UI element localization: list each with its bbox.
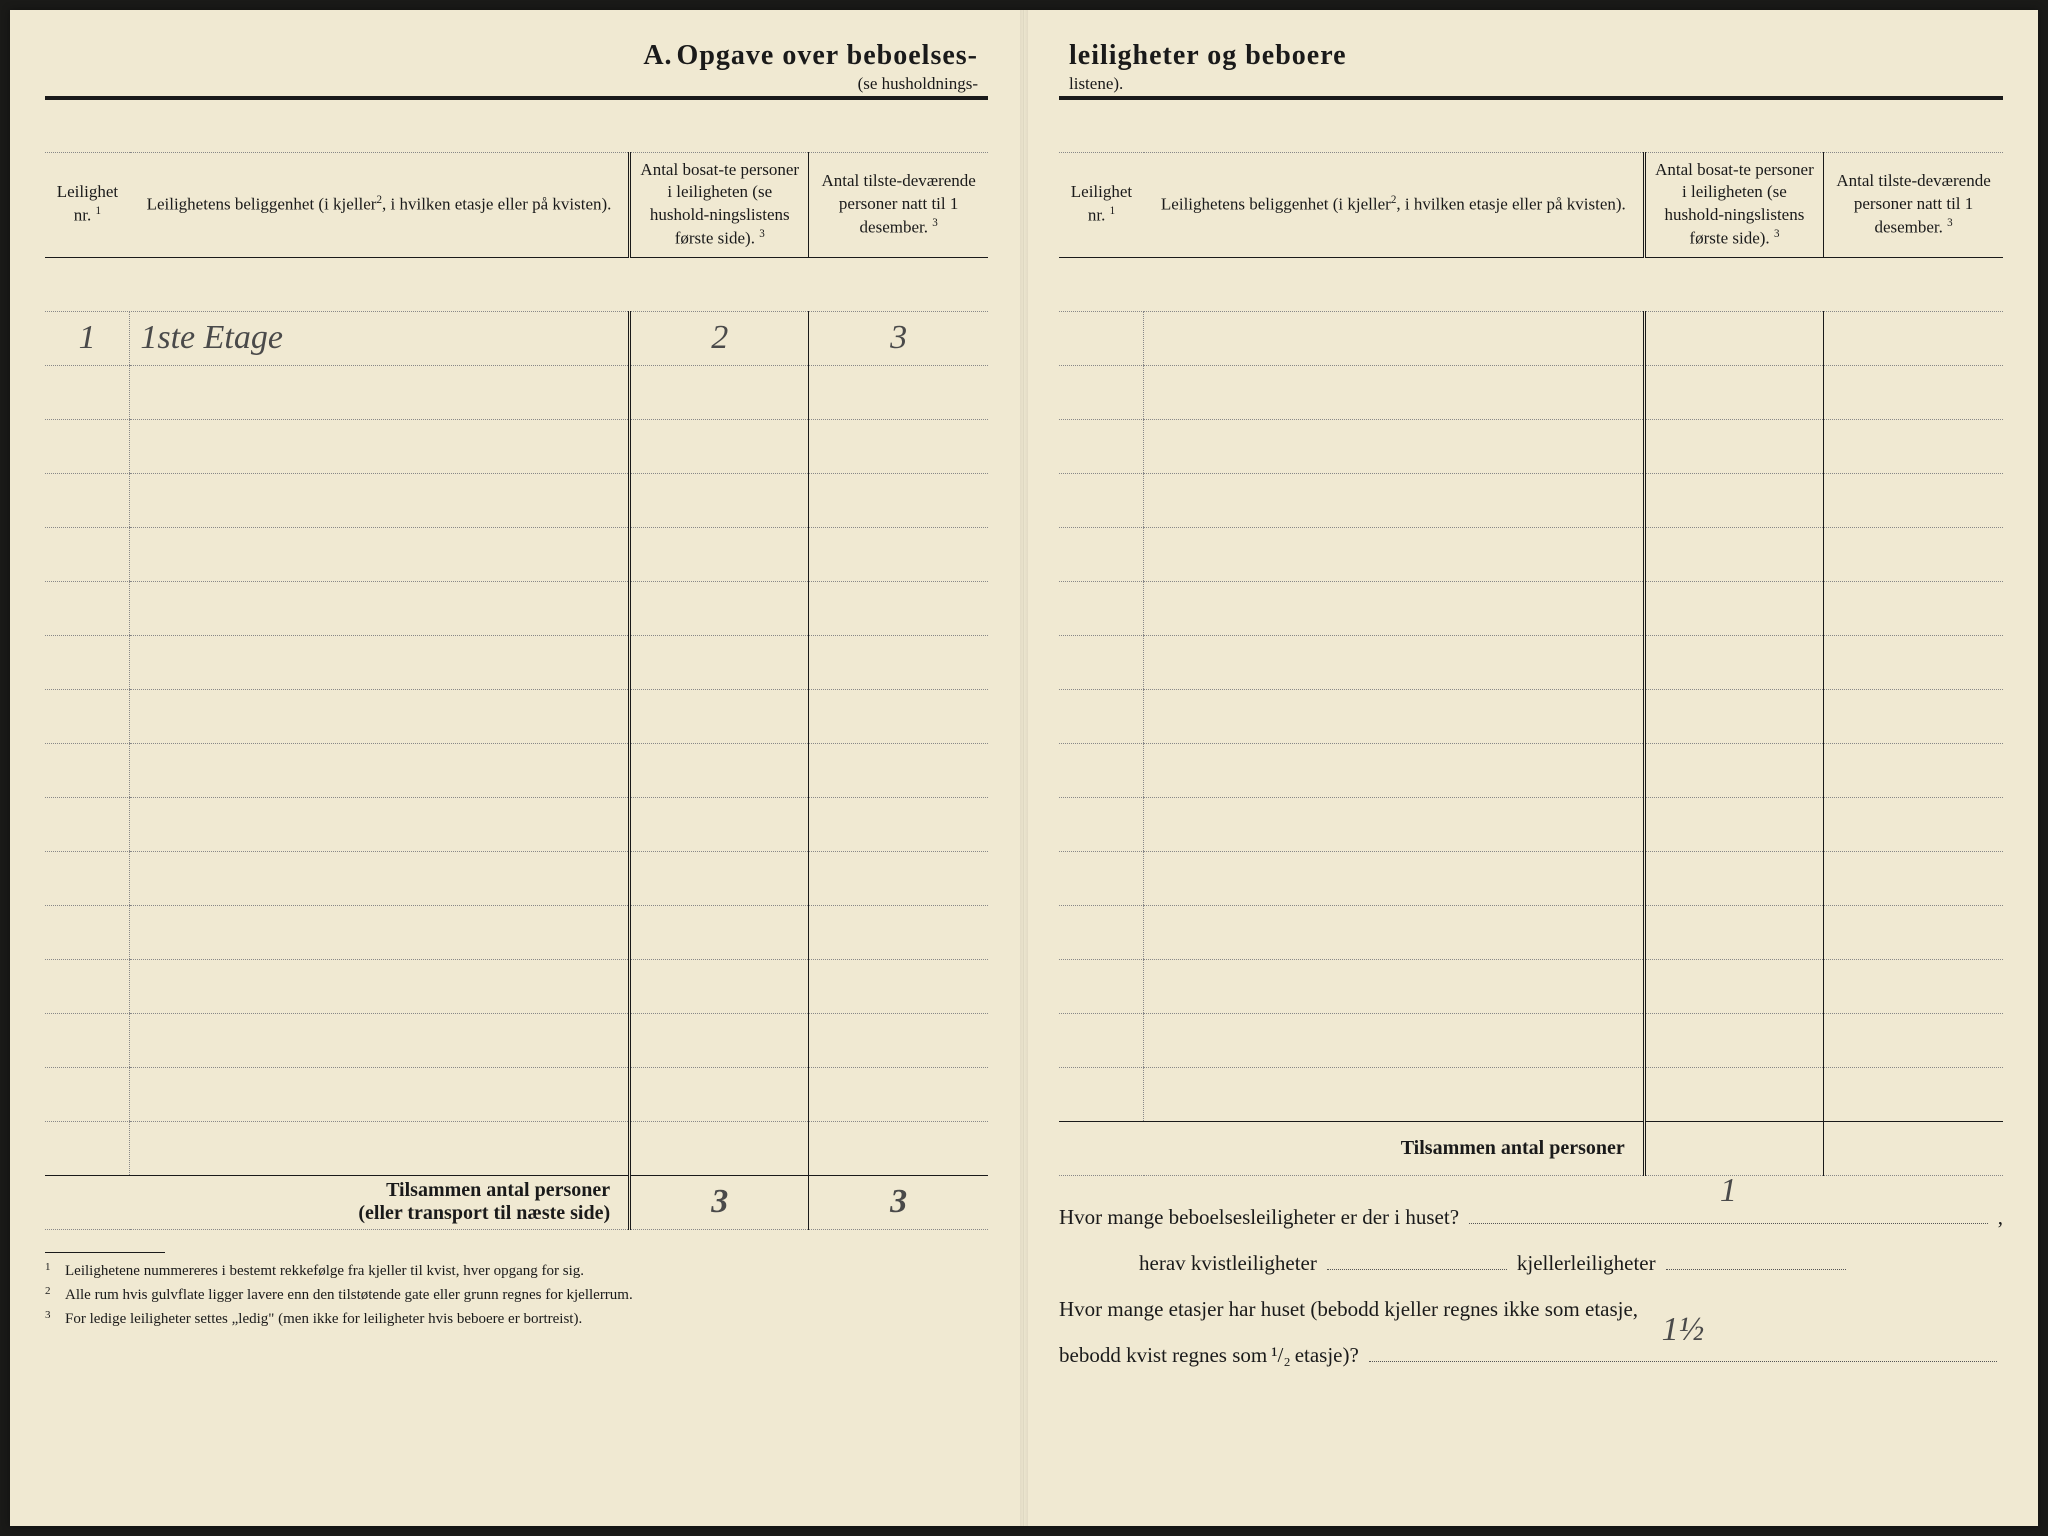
table-row bbox=[45, 635, 988, 689]
table-row bbox=[45, 959, 988, 1013]
table-row bbox=[1059, 419, 2003, 473]
question-2a: herav kvistleiligheter bbox=[1139, 1240, 1317, 1286]
table-row bbox=[45, 851, 988, 905]
col-header-nr: Leilighet nr. 1 bbox=[1059, 152, 1144, 257]
table-row bbox=[45, 689, 988, 743]
table-row bbox=[1059, 365, 2003, 419]
cell-location: 1ste Etage bbox=[140, 319, 283, 356]
question-2b: kjellerleiligheter bbox=[1517, 1240, 1656, 1286]
answer-3: 1½ bbox=[1662, 1293, 1705, 1368]
table-row bbox=[45, 527, 988, 581]
answer-1: 1 bbox=[1720, 1154, 1737, 1229]
table-row bbox=[1059, 473, 2003, 527]
table-header-row: Leilighet nr. 1 Leilighetens beliggenhet… bbox=[1059, 152, 2003, 257]
table-row bbox=[45, 797, 988, 851]
section-letter: A. bbox=[643, 40, 672, 71]
cell-nr: 1 bbox=[79, 319, 96, 356]
table-row bbox=[1059, 527, 2003, 581]
table-row bbox=[45, 905, 988, 959]
table-row bbox=[1059, 959, 2003, 1013]
col-header-nr: Leilighet nr. 1 bbox=[45, 152, 130, 257]
table-row bbox=[45, 1013, 988, 1067]
table-row bbox=[45, 419, 988, 473]
table-row bbox=[45, 365, 988, 419]
footnote-3: For ledige leiligheter settes „ledig" (m… bbox=[65, 1307, 582, 1331]
col-header-present: Antal tilste-deværende personer natt til… bbox=[809, 152, 988, 257]
subtitle-left: (se husholdnings- bbox=[45, 74, 988, 94]
page-right: leiligheter og beboere listene). Leiligh… bbox=[1024, 10, 2038, 1526]
col-header-present: Antal tilste-deværende personer natt til… bbox=[1824, 152, 2003, 257]
page-left: A. Opgave over beboelses- (se husholdnin… bbox=[10, 10, 1024, 1526]
table-row bbox=[45, 581, 988, 635]
title-right: leiligheter og beboere bbox=[1069, 40, 1347, 71]
totals-row-right: Tilsammen antal personer bbox=[1059, 1121, 2003, 1175]
table-row bbox=[1059, 581, 2003, 635]
question-3-line2a: bebodd kvist regnes som bbox=[1059, 1332, 1267, 1378]
table-row bbox=[1059, 689, 2003, 743]
total-residents-left: 3 bbox=[711, 1183, 728, 1220]
totals-row-left: Tilsammen antal personer (eller transpor… bbox=[45, 1175, 988, 1229]
footnote-2: Alle rum hvis gulvflate ligger lavere en… bbox=[65, 1283, 633, 1307]
table-row bbox=[1059, 1013, 2003, 1067]
footnote-1: Leilighetene nummereres i bestemt rekkef… bbox=[65, 1259, 584, 1283]
table-row bbox=[1059, 905, 2003, 959]
census-form-spread: A. Opgave over beboelses- (se husholdnin… bbox=[10, 10, 2038, 1526]
table-row: 1 1ste Etage 2 3 bbox=[45, 311, 988, 365]
table-header-row: Leilighet nr. 1 Leilighetens beliggenhet… bbox=[45, 152, 988, 257]
ledger-table-left: Leilighet nr. 1 Leilighetens beliggenhet… bbox=[45, 96, 988, 1230]
col-header-residents: Antal bosat-te personer i leiligheten (s… bbox=[1644, 152, 1823, 257]
table-row bbox=[1059, 851, 2003, 905]
question-1: Hvor mange beboelsesleiligheter er der i… bbox=[1059, 1194, 1459, 1240]
title-left: Opgave over beboelses- bbox=[677, 40, 978, 71]
cell-residents: 2 bbox=[711, 319, 728, 356]
question-3-line1: Hvor mange etasjer har huset (bebodd kje… bbox=[1059, 1286, 1638, 1332]
table-row bbox=[1059, 743, 2003, 797]
totals-label: Tilsammen antal personer bbox=[1059, 1121, 1644, 1175]
table-row bbox=[1059, 797, 2003, 851]
totals-label: Tilsammen antal personer (eller transpor… bbox=[45, 1175, 630, 1229]
ledger-table-right: Leilighet nr. 1 Leilighetens beliggenhet… bbox=[1059, 96, 2003, 1176]
table-row bbox=[1059, 311, 2003, 365]
col-header-location: Leilighetens beliggenhet (i kjeller2, i … bbox=[130, 152, 630, 257]
table-row bbox=[45, 1121, 988, 1175]
footnotes: 1Leilighetene nummereres i bestemt rekke… bbox=[45, 1252, 988, 1331]
col-header-location: Leilighetens beliggenhet (i kjeller2, i … bbox=[1144, 152, 1644, 257]
table-row bbox=[45, 473, 988, 527]
question-3-line2b: etasje)? bbox=[1295, 1332, 1359, 1378]
questions-block: Hvor mange beboelsesleiligheter er der i… bbox=[1059, 1194, 2003, 1379]
subtitle-right: listene). bbox=[1059, 74, 2003, 94]
table-row bbox=[45, 1067, 988, 1121]
total-present-left: 3 bbox=[890, 1183, 907, 1220]
col-header-residents: Antal bosat-te personer i leiligheten (s… bbox=[630, 152, 809, 257]
table-row bbox=[1059, 635, 2003, 689]
table-row bbox=[45, 743, 988, 797]
table-row bbox=[1059, 1067, 2003, 1121]
cell-present: 3 bbox=[890, 319, 907, 356]
